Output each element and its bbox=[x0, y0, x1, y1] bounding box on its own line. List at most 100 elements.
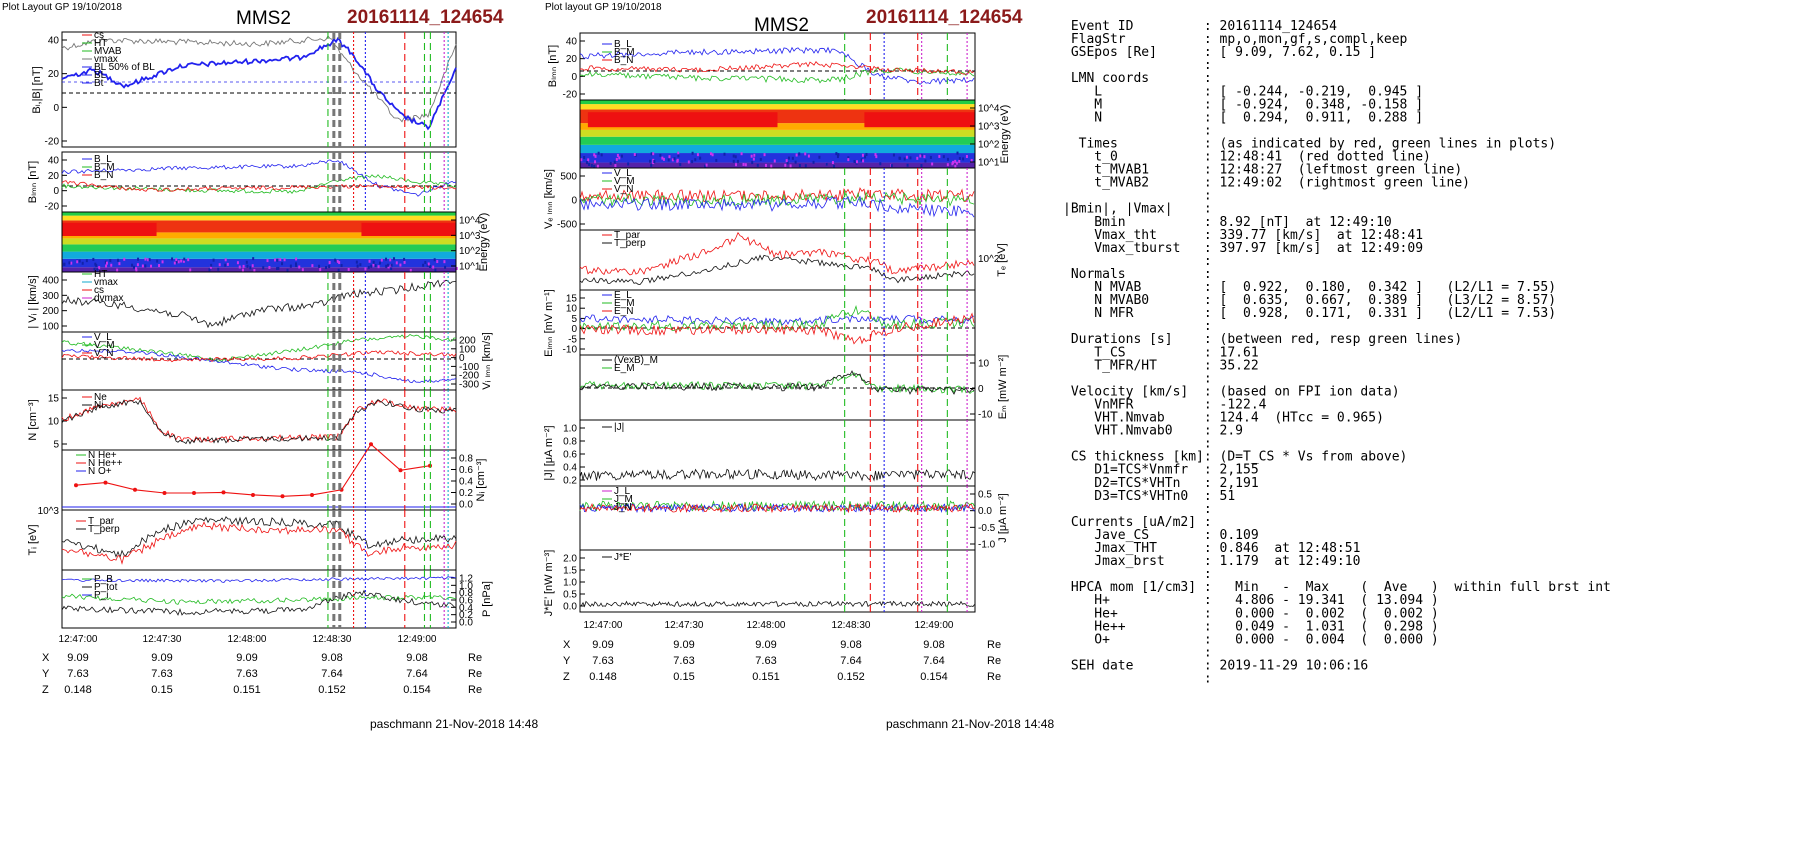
mid-electron-spectrogram-speck bbox=[905, 155, 908, 159]
mid-ephem-label: Y bbox=[563, 655, 571, 667]
info-line: GSEpos [Re] : [ 9.09, 7.62, 0.15 ] bbox=[1063, 45, 1376, 60]
mid-electron-spectrogram-speck bbox=[744, 163, 747, 167]
mid-je-tick-label: 1.5 bbox=[563, 566, 577, 577]
left-ephem-label: Z bbox=[42, 684, 49, 696]
mid-je-panel bbox=[579, 549, 976, 613]
left-ion-spectrogram-speck bbox=[277, 266, 280, 270]
info-line: Currents [uA/m2] : bbox=[1063, 515, 1212, 530]
left-nminor-tick-label: 0.0 bbox=[459, 500, 473, 511]
left-ion-spectrogram-speck bbox=[385, 257, 388, 261]
left-ion-spectrogram-speck bbox=[379, 261, 382, 265]
mid-electron-spectrogram-band bbox=[580, 100, 975, 105]
left-bl-comp-line bbox=[61, 159, 457, 197]
mid-electron-spectrogram-speck bbox=[970, 158, 973, 162]
left-ion-spectrogram-speck bbox=[289, 264, 292, 268]
mid-electron-spectrogram-speck bbox=[732, 154, 735, 158]
mid-electron-spectrogram-speck bbox=[600, 153, 603, 157]
left-ion-spectrogram-speck bbox=[380, 258, 383, 262]
mid-jlmn-ylabel: J [μA m⁻²] bbox=[997, 493, 1009, 542]
left-ion-spectrogram-speck bbox=[118, 262, 121, 266]
mid-electron-spectrogram-speck bbox=[956, 151, 959, 155]
mid-jmag-ylabel: |J| [μA m⁻²] bbox=[543, 425, 555, 480]
left-ion-spectrogram-speck bbox=[148, 258, 151, 262]
left-ion-spectrogram-speck bbox=[209, 265, 212, 269]
left-ion-spectrogram-speck bbox=[389, 258, 392, 262]
mid-ve-tick-label: 500 bbox=[560, 172, 577, 183]
left-ion-spectrogram-speck bbox=[390, 267, 393, 271]
mid-vexb-line bbox=[579, 370, 975, 395]
mid-electron-spectrogram-speck bbox=[862, 159, 865, 163]
mid-electron-spectrogram-speck bbox=[923, 155, 926, 159]
info-line: : bbox=[1063, 189, 1212, 204]
mid-ephem-value: 9.09 bbox=[673, 639, 694, 651]
mid-electron-spectrogram-speck bbox=[593, 164, 596, 168]
left-nminor-legend-entry: N He+ bbox=[88, 450, 117, 461]
mid-jlmn-legend-entry: J_M bbox=[614, 494, 633, 505]
left-ion-spectrogram-speck bbox=[236, 261, 239, 265]
mid-electron-spectrogram-speck bbox=[616, 153, 619, 157]
left-event-title: 20161114_124654 bbox=[347, 7, 504, 28]
left-ion-spectrogram-speck bbox=[399, 263, 402, 267]
left-hepp-point bbox=[133, 487, 137, 492]
mid-electron-spectrogram-speck bbox=[587, 158, 590, 162]
left-n-ylabel: N [cm⁻³] bbox=[27, 399, 39, 440]
mid-electron-spectrogram-speck bbox=[785, 159, 788, 163]
mid-em-tick-label: 0 bbox=[978, 384, 984, 395]
mid-ve-legend-entry: V_M bbox=[614, 176, 635, 187]
mid-je-line bbox=[579, 600, 975, 608]
left-p-tick-label: 1.2 bbox=[459, 574, 473, 585]
mid-electron-spectrogram-speck bbox=[609, 161, 612, 165]
left-ion-spectrogram-speck bbox=[403, 260, 406, 264]
left-ion-spectrogram bbox=[62, 212, 458, 272]
left-ion-spectrogram-speck bbox=[370, 264, 373, 268]
info-line: N : [ 0.294, 0.911, 0.288 ] bbox=[1063, 110, 1423, 125]
left-ion-spectrogram-speck bbox=[116, 268, 119, 272]
left-ion-spectrogram-speck bbox=[177, 260, 180, 264]
left-ion-spectrogram-speck bbox=[123, 257, 126, 261]
left-ion-spectrogram-speck bbox=[340, 264, 343, 268]
mid-jmag-tick-label: 1.0 bbox=[563, 424, 577, 435]
mid-em-line bbox=[579, 305, 975, 332]
left-ion-spectrogram-speck bbox=[144, 257, 147, 261]
left-ion-spectrogram-speck bbox=[390, 263, 393, 267]
mid-time-tick: 12:47:00 bbox=[584, 620, 623, 631]
left-ion-spectrogram-red bbox=[62, 222, 157, 236]
left-bl-legend-entry: Bt bbox=[94, 78, 104, 89]
info-line: O+ : 0.000 - 0.004 ( 0.000 ) bbox=[1063, 632, 1439, 647]
mid-electron-spectrogram-speck bbox=[962, 157, 965, 161]
mid-te-ylabel: Tₑ [eV] bbox=[996, 243, 1008, 276]
info-line: LMN coords : bbox=[1063, 71, 1212, 86]
left-ion-spectrogram-speck bbox=[319, 268, 322, 272]
left-energy-tick-label: 10^1 bbox=[459, 262, 481, 273]
left-ephem-unit: Re bbox=[468, 652, 482, 664]
mid-bn-line bbox=[579, 61, 975, 75]
left-ephem-label: X bbox=[42, 652, 50, 664]
left-vi-tick-label: 300 bbox=[42, 291, 59, 302]
mid-blmn-legend-entry: B_N bbox=[614, 55, 633, 66]
mid-blmn-tick-label: 20 bbox=[566, 54, 578, 65]
left-ion-spectrogram-speck bbox=[92, 257, 95, 261]
left-ion-spectrogram-speck bbox=[105, 261, 108, 265]
mid-electron-spectrogram-speck bbox=[847, 158, 850, 162]
left-ne-line bbox=[61, 396, 457, 444]
left-ion-spectrogram-speck bbox=[311, 264, 314, 268]
mid-electron-spectrogram-speck bbox=[875, 155, 878, 159]
left-ion-spectrogram-speck bbox=[226, 262, 229, 266]
left-hepp-point bbox=[398, 468, 403, 473]
left-pi-line bbox=[61, 593, 457, 605]
mid-blmn-legend-entry: B_M bbox=[614, 47, 635, 58]
left-ion-spectrogram-speck bbox=[132, 265, 135, 269]
left-ephem-value: 9.09 bbox=[151, 652, 172, 664]
left-ephem-value: 7.64 bbox=[406, 668, 427, 680]
left-pb-line bbox=[61, 589, 457, 616]
mid-elmn-legend-entry: E_M bbox=[614, 298, 635, 309]
info-line: H+ : 4.806 - 19.341 ( 13.094 ) bbox=[1063, 593, 1439, 608]
left-hepp-point bbox=[251, 492, 255, 497]
mid-electron-spectrogram-speck bbox=[715, 158, 718, 162]
info-line: : bbox=[1063, 123, 1212, 138]
mid-time-tick: 12:48:30 bbox=[832, 620, 871, 631]
left-nminor-legend-entry: N O+ bbox=[88, 466, 112, 477]
left-hepp-point bbox=[369, 442, 373, 447]
left-energy-tick-label: 10^2 bbox=[459, 246, 481, 257]
left-n-tick-label: 15 bbox=[48, 394, 60, 405]
